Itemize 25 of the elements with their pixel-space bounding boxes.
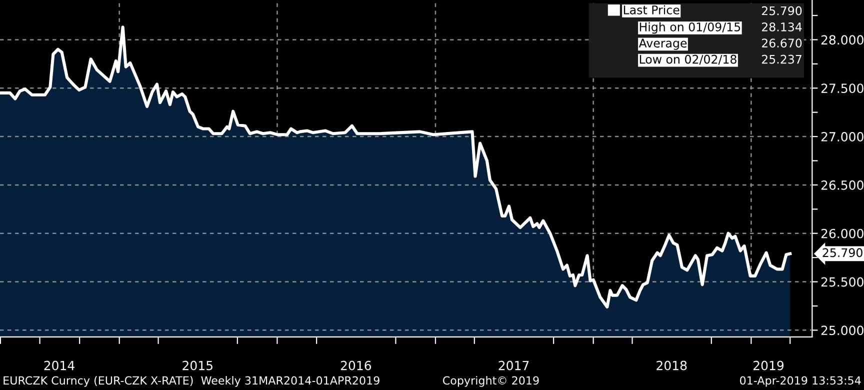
y-tick-label: 26.500 (821, 180, 864, 190)
annotation: 25.790 (822, 248, 862, 258)
annotation: Average (638, 38, 687, 50)
y-tick-label: 27.000 (821, 132, 864, 142)
x-tick-label: 2015 (182, 360, 212, 370)
x-tick-label: 2017 (498, 360, 529, 370)
annotation: 26.670 (762, 38, 802, 48)
y-tick-label: 25.000 (821, 326, 864, 336)
text: 01-Apr-2019 13:53:54 (740, 376, 861, 387)
annotation: High on 01/09/15 (640, 22, 740, 34)
y-tick-label: 28.000 (821, 35, 864, 45)
y-tick-label: 26.000 (821, 228, 864, 238)
x-tick-label: 2014 (44, 360, 74, 370)
text: EURCZK Curncy (EUR-CZK X-RATE) Weekly 31MAR2014-01APR2019 (4, 376, 380, 387)
annotation: 25.237 (762, 54, 802, 64)
x-tick-label: 2018 (656, 360, 687, 370)
y-tick-label: 25.500 (821, 277, 864, 287)
text: Copyright© 2019 (442, 376, 539, 387)
annotation: Low on 02/02/18 (640, 54, 736, 65)
y-tick-label: 27.500 (821, 84, 864, 94)
x-tick-label: 2019 (753, 360, 784, 370)
legend-label: Last Price (624, 5, 680, 14)
x-tick-label: 2016 (340, 360, 372, 370)
annotation: 25.790 (762, 6, 802, 16)
annotation: 28.134 (762, 22, 802, 32)
